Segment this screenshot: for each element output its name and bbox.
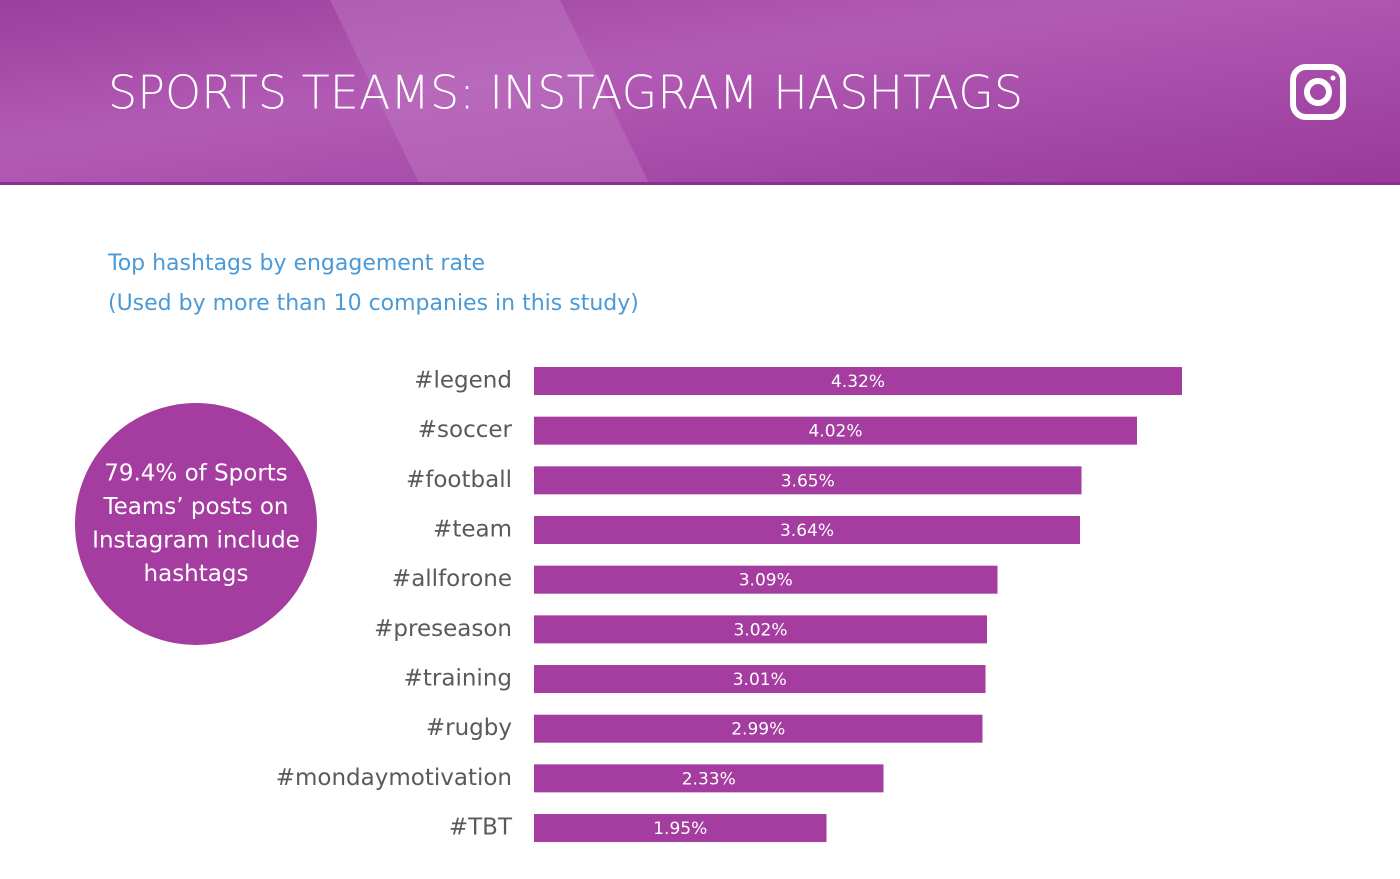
value-label: 3.09% xyxy=(739,571,793,591)
category-label: #training xyxy=(404,666,512,692)
annotation-line: 79.4% of Sports xyxy=(104,460,288,486)
instagram-icon xyxy=(1290,64,1346,120)
category-label: #allforone xyxy=(392,566,512,592)
value-label: 3.65% xyxy=(781,471,835,491)
bar xyxy=(534,416,1137,445)
category-label: #TBT xyxy=(449,815,513,841)
category-label: #football xyxy=(406,467,512,493)
bar xyxy=(534,615,987,644)
header-background xyxy=(0,0,1400,185)
value-label: 4.32% xyxy=(831,372,885,392)
annotation-line: Teams’ posts on xyxy=(102,494,288,520)
annotation-line: hashtags xyxy=(144,561,249,587)
header-border xyxy=(0,182,1400,185)
value-label: 2.33% xyxy=(682,769,736,789)
annotation-circle xyxy=(75,403,317,645)
value-label: 3.02% xyxy=(733,620,787,640)
value-label: 3.64% xyxy=(780,521,834,541)
bar xyxy=(534,814,827,843)
annotation: 79.4% of Sports Teams’ posts on Instagram … xyxy=(92,460,300,587)
value-label: 4.02% xyxy=(808,422,862,442)
value-label: 2.99% xyxy=(731,720,785,740)
chart: #legend 4.32% #soccer 4.02% #football 3.65% #t… xyxy=(276,367,1182,843)
bar xyxy=(534,565,998,594)
category-label: #preseason xyxy=(374,616,512,642)
bar xyxy=(534,665,986,694)
category-label: #legend xyxy=(414,368,512,394)
bar xyxy=(534,466,1082,495)
bar xyxy=(534,764,884,793)
subtitle: (Used by more than 10 companies in this … xyxy=(108,291,639,316)
value-label: 3.01% xyxy=(733,670,787,690)
category-label: #soccer xyxy=(418,417,513,443)
subtitle: Top hashtags by engagement rate xyxy=(107,251,485,276)
category-label: #rugby xyxy=(426,715,512,741)
bar xyxy=(534,714,983,743)
header: SPORTS TEAMS: INSTAGRAM HASHTAGS xyxy=(0,0,1400,185)
page-title: SPORTS TEAMS: INSTAGRAM HASHTAGS xyxy=(108,66,1023,120)
category-label: #mondaymotivation xyxy=(276,765,512,791)
header-decoration xyxy=(330,0,650,185)
annotation-line: Instagram include xyxy=(92,527,300,553)
value-label: 1.95% xyxy=(653,819,707,839)
bar xyxy=(534,367,1182,395)
bar xyxy=(534,516,1080,545)
category-label: #team xyxy=(433,517,512,543)
